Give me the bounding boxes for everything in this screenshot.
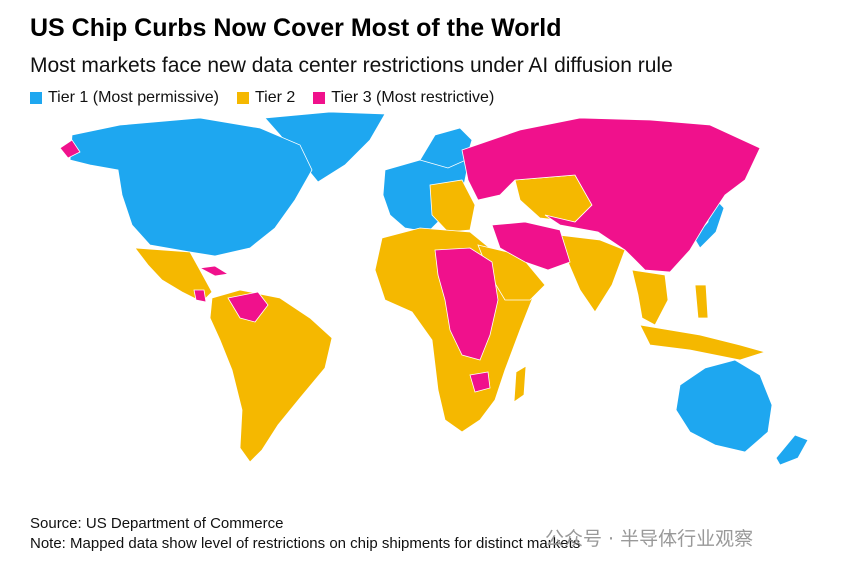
cuba: [198, 265, 230, 277]
indonesia: [639, 324, 767, 361]
southeast-asia: [631, 269, 669, 326]
legend-label: Tier 3 (Most restrictive): [331, 89, 495, 106]
legend-swatch: [313, 92, 326, 104]
legend-label: Tier 2: [254, 89, 296, 106]
legend-swatch: [236, 92, 249, 104]
new-zealand: [775, 434, 809, 466]
madagascar: [513, 365, 527, 403]
chukotka: [59, 139, 81, 159]
scandinavia: [419, 127, 473, 169]
russia-china: [461, 117, 761, 273]
australia: [675, 359, 773, 453]
source: Source: US Department of Commerce: [30, 515, 284, 532]
iran-region: [491, 221, 571, 271]
central-africa: [434, 247, 499, 361]
legend-item: Tier 2: [236, 89, 296, 107]
north-america: [69, 117, 313, 257]
central-america: [134, 247, 213, 303]
world-map: [59, 111, 809, 466]
eastern-europe: [429, 179, 476, 233]
zimbabwe: [469, 371, 491, 393]
legend: Tier 1 (Most permissive) Tier 2 Tier 3 (Mo…: [30, 89, 494, 107]
india: [557, 234, 626, 313]
watermark: 公众号 · 半导体行业观察: [545, 528, 754, 550]
philippines: [694, 284, 709, 319]
legend-label: Tier 1 (Most permissive): [48, 89, 219, 106]
venezuela: [227, 291, 269, 323]
note: Note: Mapped data show level of restrict…: [30, 535, 581, 552]
south-america: [209, 289, 333, 463]
title: US Chip Curbs Now Cover Most of the Worl…: [30, 14, 562, 42]
legend-item: Tier 1 (Most permissive): [30, 89, 219, 107]
nicaragua: [193, 289, 207, 303]
legend-item: Tier 3 (Most restrictive): [313, 89, 494, 107]
subtitle: Most markets face new data center restri…: [30, 54, 673, 77]
legend-swatch: [30, 92, 42, 104]
